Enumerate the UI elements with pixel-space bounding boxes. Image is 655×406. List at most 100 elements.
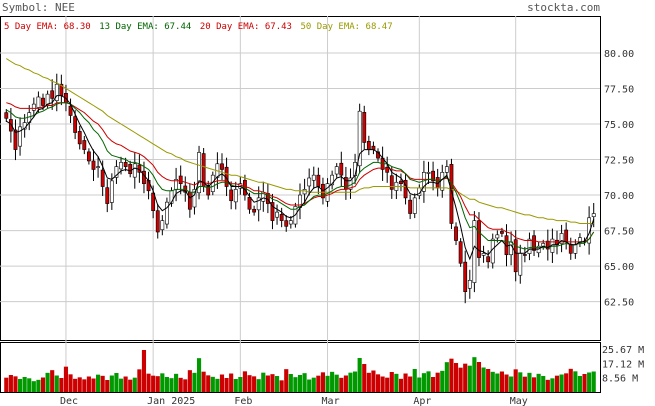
volume-bar [380,376,385,392]
candle-body [41,97,45,106]
candle-body [334,166,339,175]
volume-bar [330,371,335,392]
volume-bar [196,358,202,392]
candle-body [316,174,321,187]
volume-bar [68,374,73,392]
volume-bar [233,379,238,392]
volume-bar [458,367,463,392]
candle-body [578,237,582,243]
candle-body [91,160,96,170]
candle-body [18,126,22,147]
volume-bar [183,379,188,392]
ema-legend-entry: 50 Day EMA: 68.47 [301,22,393,32]
candle-body [362,112,367,143]
candle-body [100,169,105,187]
volume-bar [73,378,78,392]
candle-body [311,174,316,181]
volume-bar [444,362,449,392]
volume-bar [123,376,128,392]
candle-body [426,172,431,174]
volume-bar [348,372,353,392]
volume-bar [568,368,573,392]
volume-bar [527,372,532,392]
candle-body [389,175,394,190]
volume-bar [128,379,133,392]
volume-bar [54,375,59,392]
volume-bar [256,379,261,392]
volume-bar [325,375,330,392]
volume-bar [536,373,541,392]
volume-bar [302,373,307,392]
volume-bar [564,373,569,392]
volume-bar [417,377,422,392]
candle-body [4,112,9,119]
volume-bar [105,380,110,392]
candle-body [187,191,192,210]
candle-body [518,253,523,276]
candle-body [86,151,91,162]
candle-body [454,226,458,241]
volume-bar [587,372,592,392]
candle-body [458,241,463,264]
volume-panel-frame [0,342,601,393]
candle-body [288,220,293,225]
volume-bar [412,369,417,392]
candle-body [275,211,279,218]
x-tick-label: Feb [234,396,252,406]
candle-body [109,180,114,203]
volume-bar [169,378,174,392]
ema-legend-entry: 13 Day EMA: 67.44 [99,22,191,32]
volume-bar [261,372,266,392]
volume-bar [297,375,303,392]
candle-body [408,199,413,214]
volume-bar [486,369,491,392]
volume-bar [288,374,293,392]
volume-bar [541,376,546,392]
volume-bar [476,362,482,392]
volume-bar [426,371,431,392]
volume-bar [518,372,523,392]
candle-body [307,177,312,187]
volume-bar [408,376,413,392]
candle-body [495,234,500,239]
volume-bar [582,374,587,392]
candle-body [96,166,100,168]
candle-body [220,163,224,170]
volume-bar [77,377,82,392]
volume-bar [137,369,142,392]
candle-body [477,220,481,258]
volume-bar [63,366,69,392]
volume-bar [219,374,225,392]
volume-bar [449,358,454,392]
volume-bar [40,377,46,392]
ema50-line [6,58,594,224]
candle-body [573,244,578,254]
volume-bar [293,377,298,392]
candle-body [73,116,78,133]
candle-body [467,280,472,289]
candle-body [399,180,403,184]
candle-body [82,140,87,150]
volume-bar [398,378,404,392]
volume-bar [242,371,247,392]
candle-body [509,241,514,256]
candle-body [54,83,59,101]
symbol-label: Symbol: NEE [2,1,75,14]
candle-body [472,220,477,283]
candle-body [284,220,289,227]
volume-bar [421,373,426,392]
volume-bar [453,363,459,392]
candle-body [357,110,362,167]
volume-bar [311,377,316,392]
y-tick-label: 67.50 [604,227,634,238]
volume-bar [215,378,220,392]
y-tick-label: 70.00 [604,191,634,202]
candle-body [132,163,137,178]
candle-body [105,187,110,204]
volume-bar [481,367,486,392]
candle-body [178,175,183,184]
y-tick-label: 72.50 [604,156,634,167]
volume-bar [265,375,270,392]
volume-bar [86,376,91,392]
volume-bar [339,377,344,392]
